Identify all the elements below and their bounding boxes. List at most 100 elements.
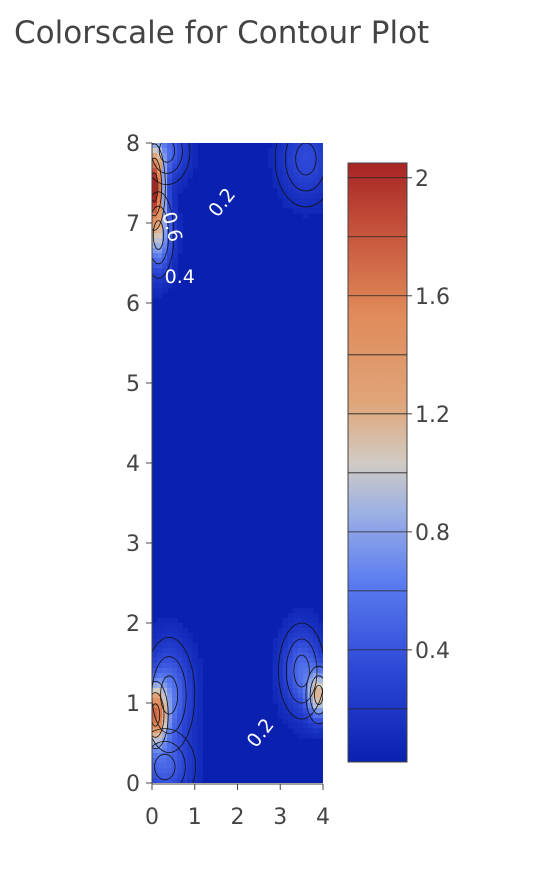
contour-cell (297, 678, 304, 684)
contour-cell (187, 673, 193, 679)
contour-line (152, 172, 159, 202)
contour-cell (312, 648, 319, 654)
contour-cell (157, 668, 163, 674)
contour-cell (302, 178, 309, 184)
contour-cell (172, 173, 178, 179)
contour-cell (307, 708, 314, 714)
contour-cell (157, 703, 163, 709)
contour-cell (272, 173, 279, 179)
x-tick-label: 2 (231, 805, 245, 830)
contour-cell (167, 693, 173, 699)
contour-cell (177, 223, 183, 229)
contour-cell (157, 223, 163, 229)
contour-cell (307, 193, 314, 199)
contour-cell (302, 668, 309, 674)
contour-cell (157, 248, 163, 254)
contour-cell (167, 223, 173, 229)
contour-cell (277, 188, 284, 194)
contour-line (152, 143, 166, 231)
contour-cell (297, 173, 304, 179)
contour-cell (187, 713, 193, 719)
contour-cell (177, 698, 183, 704)
contour-cell (307, 188, 314, 194)
contour-line (152, 143, 183, 174)
contour-cell (277, 158, 284, 164)
contour-cell (277, 658, 284, 664)
contour-cell (152, 188, 158, 194)
contour-cell (162, 278, 168, 284)
y-tick-label: 0 (126, 772, 140, 797)
contour-cell (187, 758, 193, 764)
contour-cell (197, 763, 203, 769)
contour-cell (162, 773, 168, 779)
contour-cell (287, 658, 294, 664)
contour-cell (157, 243, 163, 249)
x-tick-label: 0 (145, 805, 159, 830)
contour-cell (287, 618, 294, 624)
contour-cell (292, 613, 299, 619)
contour-cell (317, 703, 323, 709)
contour-cell (162, 158, 168, 164)
contour-cell (167, 243, 173, 249)
contour-cell (162, 663, 168, 669)
contour-cell (192, 768, 198, 774)
contour-cell (317, 623, 323, 629)
contour-cell (167, 213, 173, 219)
contour-cell (277, 638, 284, 644)
contour-cell (312, 658, 319, 664)
contour-line (309, 675, 323, 715)
contour-cell (157, 718, 163, 724)
contour-cell (152, 738, 158, 744)
contour-cell (302, 633, 309, 639)
contour-cell (297, 198, 304, 204)
contour-cell (177, 228, 183, 234)
contour-cell (157, 148, 163, 154)
contour-cell (317, 708, 323, 714)
contour-cell (287, 673, 294, 679)
contour-cell (177, 658, 183, 664)
contour-cell (162, 743, 168, 749)
contour-cell (177, 708, 183, 714)
contour-cell (167, 618, 173, 624)
x-tick-label: 3 (273, 805, 287, 830)
contour-cell (157, 698, 163, 704)
contour-cell (162, 148, 168, 154)
contour-cell (177, 638, 183, 644)
contour-cell (152, 193, 158, 199)
contour-cell (317, 208, 323, 214)
contour-cell (297, 648, 304, 654)
contour-cell (287, 173, 294, 179)
contour-cell (177, 728, 183, 734)
contour-cell (157, 163, 163, 169)
y-tick-label: 8 (126, 132, 140, 157)
contour-cell (282, 198, 289, 204)
contour-cell (197, 698, 203, 704)
contour-cell (177, 153, 183, 159)
contour-cell (292, 608, 299, 614)
colorbar-tick-label: 2 (415, 167, 429, 192)
contour-cell (317, 168, 323, 174)
contour-cell (282, 148, 289, 154)
contour-cell (167, 183, 173, 189)
contour-cell (287, 203, 294, 209)
contour-cell (177, 713, 183, 719)
colorbar-tick-label: 1.2 (415, 403, 450, 428)
contour-cell (167, 683, 173, 689)
contour-cell (307, 203, 314, 209)
contour-cell (172, 683, 178, 689)
contour-cell (152, 203, 158, 209)
contour-cell (162, 258, 168, 264)
contour-cell (167, 738, 173, 744)
contour-cell (282, 653, 289, 659)
contour-cell (282, 668, 289, 674)
contour-cell (177, 248, 183, 254)
contour-cell (312, 173, 319, 179)
contour-cell (197, 693, 203, 699)
contour-cell (297, 203, 304, 209)
contour-cell (152, 743, 158, 749)
contour-cell (302, 143, 309, 149)
contour-cell (172, 233, 178, 239)
contour-cell (172, 668, 178, 674)
contour-line (295, 143, 317, 176)
contour-cell (192, 698, 198, 704)
